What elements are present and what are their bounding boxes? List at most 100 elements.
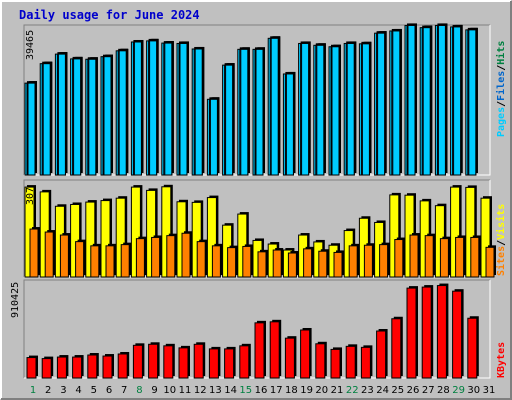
side-label-sep1: / — [496, 101, 507, 107]
side-label-hits: Hits — [495, 41, 507, 65]
bar-pages-2 — [42, 63, 51, 176]
bar-pages-10 — [164, 42, 173, 176]
bar-sites-25 — [394, 239, 404, 278]
day-label-20: 20 — [315, 385, 328, 396]
bar-sites-26 — [409, 234, 419, 278]
bar-pages-18 — [285, 73, 294, 176]
bar-sites-22 — [348, 245, 358, 278]
bar-kbytes-15 — [239, 345, 250, 379]
bar-pages-8 — [133, 41, 142, 176]
bar-sites-31 — [485, 246, 495, 278]
bar-kbytes-24 — [376, 330, 387, 379]
bar-sites-27 — [424, 235, 434, 278]
bar-sites-10 — [166, 235, 176, 278]
bar-sites-7 — [120, 244, 130, 278]
day-label-6: 6 — [106, 385, 112, 396]
kbytes-ymax-label: 910425 — [10, 282, 21, 318]
bar-sites-15 — [242, 245, 252, 278]
side-label-pages: Pages — [496, 107, 507, 137]
bar-kbytes-21 — [330, 348, 341, 379]
bar-sites-5 — [90, 245, 100, 278]
bar-kbytes-18 — [284, 337, 295, 379]
bar-pages-30 — [468, 29, 477, 176]
day-label-9: 9 — [151, 385, 157, 396]
bar-kbytes-8 — [132, 344, 143, 379]
bar-kbytes-22 — [345, 345, 356, 379]
side-label-sites: Sites — [495, 246, 507, 276]
bar-kbytes-19 — [300, 329, 311, 379]
bar-sites-20 — [318, 250, 328, 278]
bar-kbytes-30 — [467, 317, 478, 379]
chart-title: Daily usage for June 2024 — [19, 8, 200, 22]
day-label-12: 12 — [194, 385, 207, 396]
bar-pages-3 — [57, 53, 66, 176]
bar-kbytes-16 — [254, 322, 265, 379]
bar-kbytes-2 — [41, 358, 52, 379]
visits-frame-dark — [23, 179, 490, 277]
bar-pages-7 — [118, 50, 127, 176]
day-label-24: 24 — [376, 385, 389, 396]
day-label-31: 31 — [483, 385, 496, 396]
bar-pages-22 — [346, 42, 355, 176]
bar-sites-13 — [211, 245, 221, 278]
bar-kbytes-7 — [117, 353, 128, 379]
day-label-15: 15 — [239, 385, 252, 396]
bar-sites-17 — [272, 249, 282, 278]
kbytes-panel — [23, 279, 491, 379]
day-label-14: 14 — [224, 385, 237, 396]
bar-sites-3 — [59, 234, 69, 278]
kbytes-side-label: KBytes — [496, 342, 507, 378]
bar-pages-9 — [149, 40, 158, 176]
bar-kbytes-10 — [163, 345, 174, 379]
bar-sites-12 — [196, 241, 206, 278]
visits-panel — [23, 179, 496, 278]
bar-sites-24 — [379, 244, 389, 278]
bar-pages-29 — [453, 26, 462, 176]
bar-sites-29 — [455, 236, 465, 278]
bar-kbytes-1 — [26, 357, 37, 379]
day-label-7: 7 — [121, 385, 127, 396]
day-label-1: 1 — [30, 385, 36, 396]
bar-sites-30 — [470, 236, 480, 278]
bar-pages-27 — [422, 27, 431, 176]
bar-kbytes-13 — [208, 348, 219, 379]
day-label-25: 25 — [391, 385, 404, 396]
bar-sites-18 — [287, 252, 297, 278]
bar-pages-21 — [331, 46, 340, 176]
day-label-4: 4 — [75, 385, 81, 396]
bar-pages-16 — [255, 48, 264, 176]
day-label-8: 8 — [136, 385, 142, 396]
day-label-13: 13 — [209, 385, 222, 396]
bar-pages-28 — [437, 24, 446, 176]
bar-sites-28 — [439, 238, 449, 278]
bar-sites-8 — [135, 238, 145, 278]
bar-sites-23 — [363, 244, 373, 278]
visits-ymax-label: 307 — [25, 187, 36, 205]
bar-kbytes-12 — [193, 343, 204, 379]
day-label-3: 3 — [60, 385, 66, 396]
bar-kbytes-25 — [391, 318, 402, 379]
bar-pages-20 — [316, 44, 325, 176]
bar-sites-14 — [227, 247, 237, 278]
bar-kbytes-4 — [72, 356, 83, 379]
hits-ymax-label: 39465 — [25, 30, 36, 60]
side-label-sep3: / — [496, 240, 507, 246]
bar-pages-1 — [27, 82, 36, 176]
bar-pages-14 — [225, 64, 234, 176]
bar-pages-5 — [88, 58, 97, 176]
bar-pages-15 — [240, 48, 249, 176]
bar-kbytes-9 — [148, 343, 159, 379]
bar-pages-25 — [392, 30, 401, 176]
day-label-11: 11 — [179, 385, 192, 396]
day-label-19: 19 — [300, 385, 313, 396]
hits-panel — [23, 23, 491, 176]
day-label-18: 18 — [285, 385, 298, 396]
bar-pages-12 — [194, 48, 203, 176]
visits-side-label: Sites/Visits — [495, 204, 507, 276]
bar-kbytes-29 — [452, 290, 463, 379]
kbytes-frame-dark — [23, 279, 490, 378]
bar-pages-19 — [301, 42, 310, 176]
bar-sites-21 — [333, 251, 343, 278]
